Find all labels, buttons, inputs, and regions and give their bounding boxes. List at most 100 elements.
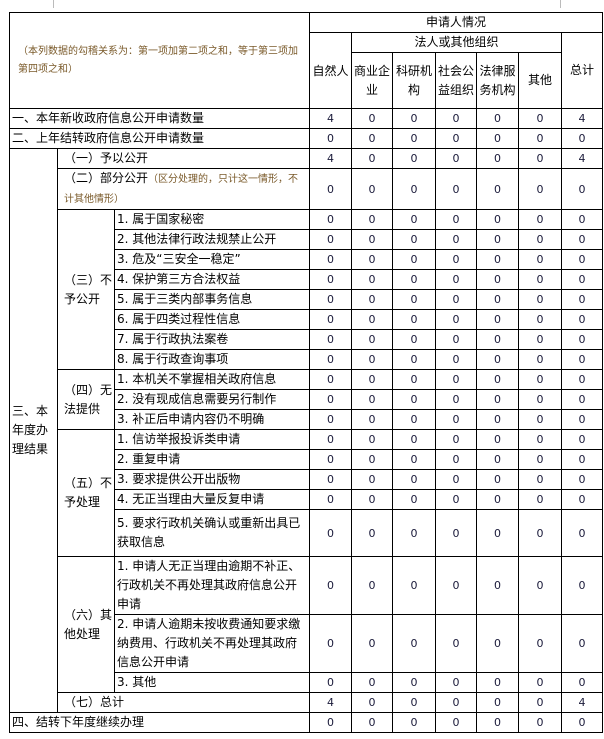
value-cell: 0 [435, 309, 477, 330]
table-row: 2. 申请人逾期未按收费通知要求缴纳费用、行政机关不再处理其政府信息公开申请 0 0… [10, 614, 604, 673]
value-cell: 0 [392, 349, 436, 370]
value-cell: 0 [518, 289, 562, 310]
item-label: 3. 要求提供公开出版物 [114, 469, 310, 490]
value-cell: 0 [351, 329, 393, 350]
value-cell: 0 [435, 712, 477, 733]
group-label: （一）予以公开 [57, 148, 310, 169]
value-cell: 4 [560, 108, 604, 129]
value-cell: 0 [435, 469, 477, 490]
value-cell: 0 [351, 509, 393, 557]
group-label: （四）无法提供 [57, 369, 115, 430]
value-cell: 0 [392, 249, 436, 270]
table-row: （四）无法提供 1. 本机关不掌握相关政府信息 0 0 0 0 0 0 0 [10, 369, 604, 430]
value-cell: 0 [392, 148, 436, 169]
value-cell: 0 [392, 108, 436, 129]
value-cell: 0 [518, 692, 562, 713]
value-cell: 0 [351, 369, 393, 390]
value-cell: 0 [435, 229, 477, 250]
value-cell: 0 [392, 209, 436, 230]
value-cell: 0 [560, 489, 604, 510]
value-cell: 0 [435, 389, 477, 410]
value-cell: 0 [560, 389, 604, 410]
value-cell: 0 [560, 329, 604, 350]
value-cell: 0 [560, 369, 604, 390]
value-cell: 0 [476, 148, 519, 169]
value-cell: 0 [351, 489, 393, 510]
legal-org-header: 法人或其他组织 [351, 32, 562, 53]
value-cell: 0 [351, 712, 393, 733]
value-cell: 0 [435, 509, 477, 557]
disclosure-table: （本列数据的勾稽关系为：第一项加第二项之和，等于第三项加第四项之和） 申请人情况… [9, 12, 604, 733]
value-cell: 0 [392, 692, 436, 713]
applicant-header: 申请人情况 [308, 12, 604, 33]
value-cell: 0 [392, 128, 436, 149]
value-cell: 0 [351, 128, 393, 149]
value-cell: 0 [518, 712, 562, 733]
table-row: 4. 无正当理由大量反复申请 0 0 0 0 0 0 0 [10, 489, 604, 510]
value-cell: 0 [518, 108, 562, 129]
value-cell: 0 [351, 289, 393, 310]
table-row: （六）其他处理 1. 申请人无正当理由逾期不补正、行政机关不再处理其政府信息公开申… [10, 556, 604, 693]
value-cell: 0 [309, 712, 352, 733]
item-label: 2. 其他法律行政法规禁止公开 [114, 229, 310, 250]
value-cell: 0 [435, 672, 477, 693]
item-label: 5. 属于三类内部事务信息 [114, 289, 310, 310]
org-type-header: 商业企业 [351, 52, 393, 109]
value-cell: 4 [560, 148, 604, 169]
value-cell: 0 [518, 148, 562, 169]
value-cell: 0 [392, 489, 436, 510]
value-cell: 0 [560, 672, 604, 693]
value-cell: 0 [351, 249, 393, 270]
value-cell: 0 [309, 229, 352, 250]
value-cell: 0 [476, 209, 519, 230]
org-type-header: 其他 [518, 52, 562, 109]
value-cell: 0 [309, 289, 352, 310]
value-cell: 0 [435, 249, 477, 270]
group-label: （二）部分公开（区分处理的，只计这一情形，不计其他情形） [57, 168, 310, 210]
item-label: 4. 无正当理由大量反复申请 [114, 489, 310, 510]
value-cell: 0 [476, 556, 519, 615]
value-cell: 0 [518, 409, 562, 430]
value-cell: 0 [392, 168, 436, 210]
value-cell: 0 [476, 168, 519, 210]
org-type-header: 法律服务机构 [476, 52, 519, 109]
value-cell: 0 [560, 556, 604, 615]
item-label: 2. 没有现成信息需要另行制作 [114, 389, 310, 410]
value-cell: 0 [392, 712, 436, 733]
value-cell: 0 [560, 128, 604, 149]
group-label: （五）不予处理 [57, 429, 115, 557]
value-cell: 0 [435, 369, 477, 390]
value-cell: 0 [518, 672, 562, 693]
value-cell: 0 [309, 489, 352, 510]
value-cell: 0 [476, 229, 519, 250]
value-cell: 0 [392, 289, 436, 310]
value-cell: 0 [518, 614, 562, 673]
value-cell: 0 [560, 614, 604, 673]
value-cell: 0 [435, 209, 477, 230]
row-label: 一、本年新收政府信息公开申请数量 [9, 108, 310, 129]
value-cell: 0 [392, 269, 436, 290]
value-cell: 0 [309, 614, 352, 673]
value-cell: 0 [518, 209, 562, 230]
value-cell: 0 [351, 449, 393, 470]
value-cell: 0 [476, 309, 519, 330]
value-cell: 0 [518, 128, 562, 149]
value-cell: 0 [518, 469, 562, 490]
item-label: 7. 属于行政执法案卷 [114, 329, 310, 350]
row-label: 二、上年结转政府信息公开申请数量 [9, 128, 310, 149]
item-label: 3. 其他 [114, 672, 310, 693]
value-cell: 0 [476, 289, 519, 310]
value-cell: 0 [309, 449, 352, 470]
value-cell: 0 [476, 269, 519, 290]
value-cell: 0 [392, 329, 436, 350]
value-cell: 0 [518, 349, 562, 370]
value-cell: 0 [435, 409, 477, 430]
value-cell: 0 [560, 349, 604, 370]
value-cell: 0 [309, 309, 352, 330]
value-cell: 0 [351, 209, 393, 230]
value-cell: 0 [435, 614, 477, 673]
value-cell: 0 [476, 672, 519, 693]
value-cell: 0 [309, 168, 352, 210]
item-label: 5. 要求行政机关确认或重新出具已获取信息 [114, 509, 310, 557]
item-label: 2. 重复申请 [114, 449, 310, 470]
